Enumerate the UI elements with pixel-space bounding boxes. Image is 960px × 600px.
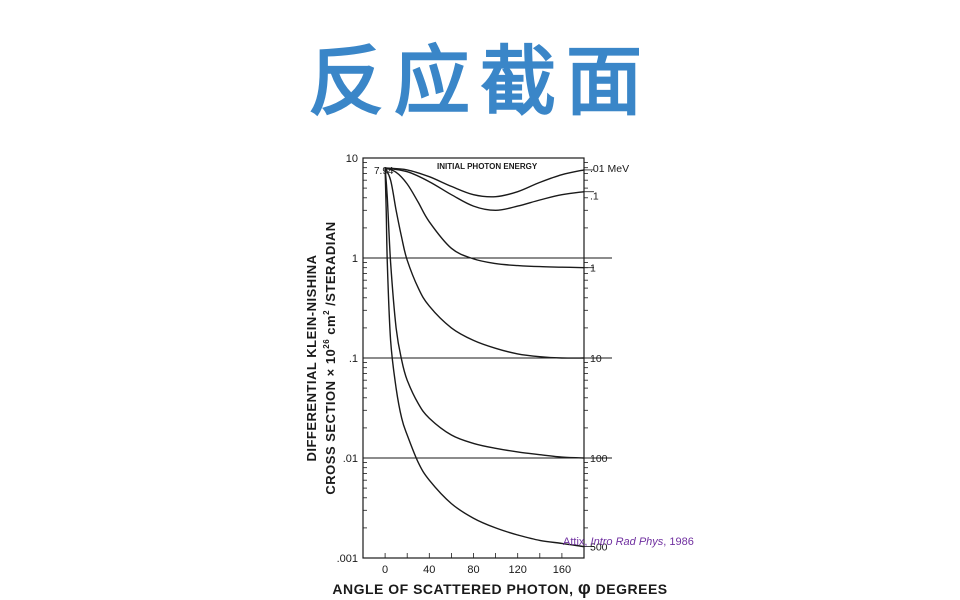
- y-tick-label: .1: [349, 353, 358, 365]
- x-axis-label-prefix: ANGLE OF SCATTERED PHOTON,: [332, 581, 578, 597]
- series-label: 1: [590, 263, 596, 275]
- phi-symbol: φ: [578, 578, 591, 598]
- y-axis-exp-2: 2: [322, 310, 331, 315]
- series-label: .01 MeV: [590, 163, 629, 175]
- x-axis-label: ANGLE OF SCATTERED PHOTON, φ DEGREES: [332, 578, 667, 598]
- series-label: 100: [590, 453, 608, 465]
- y-ticks: 10 1 .1 .01 .001: [337, 153, 588, 565]
- citation: Attix, Intro Rad Phys, 1986: [563, 536, 694, 548]
- x-tick-label: 120: [509, 564, 527, 576]
- y-tick-label: .001: [337, 553, 358, 565]
- y-tick-label: .01: [343, 453, 358, 465]
- y-axis-exp-26: 26: [322, 339, 331, 349]
- y-tick-label: 1: [352, 253, 358, 265]
- citation-author: Attix,: [563, 536, 591, 548]
- series-curve: [384, 167, 585, 359]
- x-tick-label: 0: [382, 564, 388, 576]
- y-axis-label-line2: CROSS SECTION × 1026 cm2 /STERADIAN: [322, 221, 338, 494]
- series-curve: [384, 167, 585, 212]
- series-curve: [384, 167, 585, 459]
- x-ticks: 0 40 80 120 160: [382, 553, 585, 576]
- citation-work: Intro Rad Phys: [590, 536, 664, 548]
- y-tick-label: 10: [346, 153, 358, 165]
- slide-title: 反应截面: [308, 37, 652, 126]
- y-axis-label-line2-a: CROSS SECTION × 10: [323, 349, 338, 495]
- series-label: 500: [590, 542, 608, 554]
- series-curve: [384, 167, 585, 548]
- series-label: .1: [590, 191, 599, 203]
- peak-label: 7.94: [374, 166, 394, 177]
- y-axis-tail: /STERADIAN: [323, 221, 338, 310]
- x-tick-label: 40: [423, 564, 435, 576]
- citation-year: , 1986: [663, 536, 694, 548]
- inset-label: INITIAL PHOTON ENERGY: [437, 162, 538, 171]
- series-curves: [384, 167, 585, 548]
- series-labels: .01 MeV .1 1 10 100 500: [584, 163, 629, 554]
- series-label: 10: [590, 353, 602, 365]
- series-curve: [385, 167, 585, 198]
- y-axis-label-line1: DIFFERENTIAL KLEIN-NISHINA: [304, 254, 319, 461]
- x-axis-label-suffix: DEGREES: [591, 581, 667, 597]
- series-curve: [384, 167, 585, 269]
- x-tick-label: 160: [553, 564, 571, 576]
- y-axis-unit: cm: [323, 315, 338, 339]
- x-tick-label: 80: [467, 564, 479, 576]
